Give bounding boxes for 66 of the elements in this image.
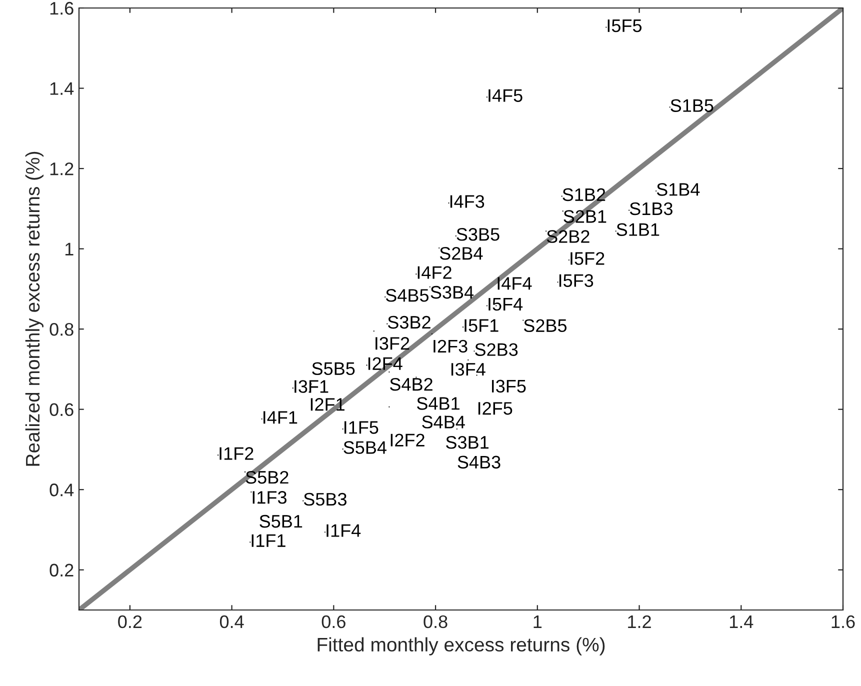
x-tick-label: 0.8 [424,615,448,628]
data-label: I4F4 [498,277,532,290]
data-label: I2F3 [434,340,468,353]
data-label: S5B2 [246,470,288,484]
data-label: I5F3 [559,274,594,287]
data-label: I4F3 [450,195,484,208]
y-tick-label: 1.4 [50,82,74,95]
data-label: I3F2 [376,337,410,350]
data-label: S4B4 [422,416,465,428]
data-label: S5B4 [344,441,386,454]
data-label: S1B1 [616,223,660,236]
y-tick-label: 0.2 [50,564,74,577]
y-tick-label: 1.2 [50,162,74,176]
data-label: S4B2 [390,378,432,391]
y-tick-label: 0.8 [50,323,74,336]
data-label: S5B3 [304,492,346,506]
x-tick-label: 1.4 [730,616,754,628]
data-label: I2F5 [478,402,512,415]
data-label: S1B5 [670,99,714,112]
data-label: I1F1 [252,534,286,547]
data-label: S3B5 [456,228,500,241]
y-axis-title: Realized monthly excess returns (%) [25,152,44,466]
x-tick-label: 1.6 [832,615,855,628]
x-tick-label: 0.2 [118,615,142,628]
data-label: S3B2 [388,316,430,329]
data-label: S2B2 [546,230,590,243]
data-label: I4F5 [488,89,522,102]
x-tick-label: 1 [534,616,542,628]
data-label: S2B3 [475,343,518,356]
data-label: S5B1 [260,514,302,528]
data-label: I4F2 [418,266,452,279]
data-label: S2B1 [564,210,606,223]
y-tick-label: 0.4 [50,484,74,496]
y-tick-label: 1.6 [50,2,74,15]
y-tick-label: 0.6 [50,403,74,416]
data-label: I3F4 [451,362,486,376]
x-axis-title: Fitted monthly excess returns (%) [318,637,605,656]
data-label: S4B1 [417,397,460,410]
data-label: S4B5 [386,289,429,302]
data-label: S3B1 [446,436,488,449]
data-label: S5B5 [312,362,355,376]
data-label: S3B4 [430,286,474,299]
data-label: I3F1 [294,380,328,393]
data-label: S1B4 [656,183,700,196]
data-label: I5F5 [608,20,642,32]
data-label: S1B2 [562,188,606,202]
data-label: I1F4 [326,524,361,537]
data-label: S4B3 [458,456,500,469]
data-label: I5F1 [464,319,498,332]
x-tick-label: 1.2 [628,615,651,628]
data-label: I1F3 [252,491,286,504]
data-label: I3F5 [492,380,526,393]
data-label: I2F4 [368,357,402,370]
data-label: I2F2 [390,434,424,446]
data-label: S2B4 [440,247,483,260]
data-label: I5F2 [570,252,604,265]
data-label: I2F1 [310,398,344,411]
data-label: I1F5 [344,421,378,434]
y-tick-label: 1 [65,242,74,256]
data-label: S1B3 [630,202,672,216]
data-label: S2B5 [524,319,567,332]
data-label: I1F2 [220,447,254,460]
x-tick-label: 0.4 [220,615,244,628]
data-label: I4F1 [264,411,298,424]
data-label: I5F4 [488,298,523,311]
x-tick-label: 0.6 [322,615,346,628]
